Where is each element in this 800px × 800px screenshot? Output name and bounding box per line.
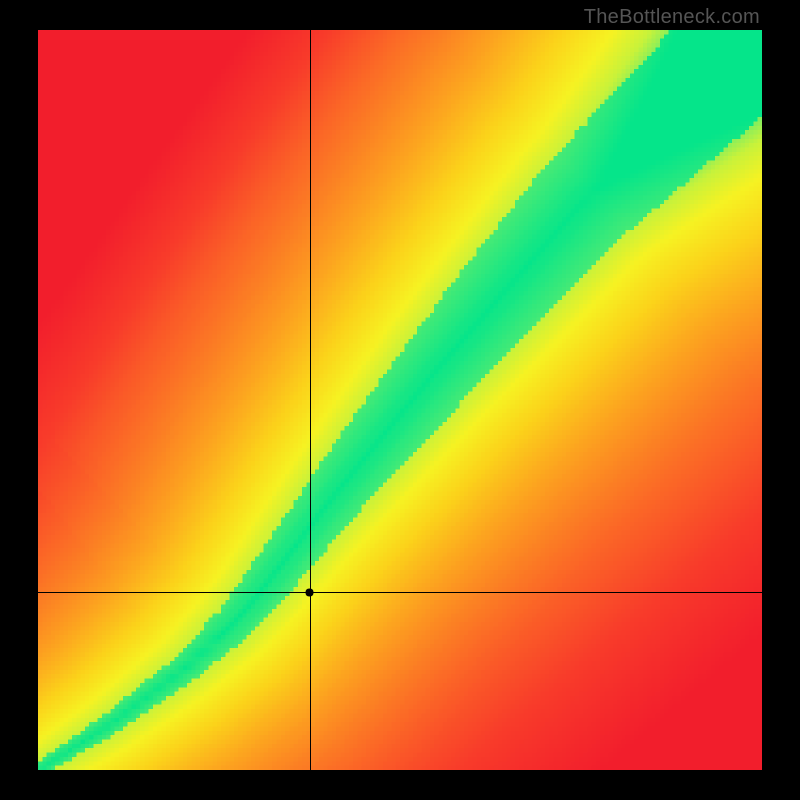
- chart-frame: TheBottleneck.com: [0, 0, 800, 800]
- crosshair-overlay: [38, 30, 762, 770]
- attribution-text: TheBottleneck.com: [584, 6, 760, 29]
